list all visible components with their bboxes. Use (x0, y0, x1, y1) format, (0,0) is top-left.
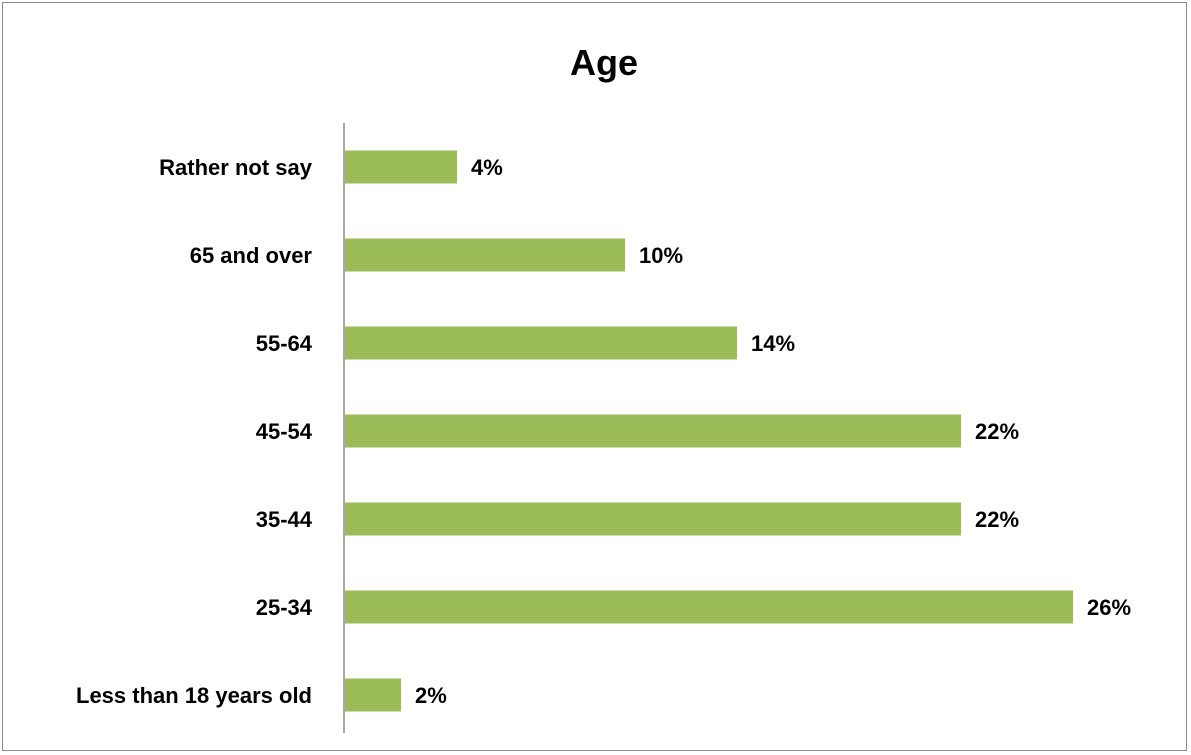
category-label-4: 35-44 (256, 507, 313, 532)
value-label-4: 22% (975, 507, 1019, 532)
category-label-1: 65 and over (190, 243, 313, 268)
category-label-5: 25-34 (256, 595, 313, 620)
category-label-6: Less than 18 years old (76, 683, 312, 708)
bar-1 (345, 238, 625, 272)
bar-6 (345, 678, 401, 712)
value-label-0: 4% (471, 155, 503, 180)
value-label-5: 26% (1087, 595, 1131, 620)
value-label-1: 10% (639, 243, 683, 268)
bar-4 (345, 502, 961, 536)
value-label-2: 14% (751, 331, 795, 356)
category-label-2: 55-64 (256, 331, 313, 356)
bar-2 (345, 326, 737, 360)
bar-5 (345, 590, 1073, 624)
category-label-0: Rather not say (159, 155, 313, 180)
bar-chart: Age Rather not say 4% 65 and over 10% 55-64 1… (76, 42, 1131, 733)
bar-3 (345, 414, 961, 448)
category-label-3: 45-54 (256, 419, 313, 444)
bar-0 (345, 150, 457, 184)
value-label-6: 2% (415, 683, 447, 708)
bars-group: Rather not say 4% 65 and over 10% 55-64 14% 45… (76, 150, 1131, 712)
value-label-3: 22% (975, 419, 1019, 444)
chart-title: Age (570, 42, 638, 83)
